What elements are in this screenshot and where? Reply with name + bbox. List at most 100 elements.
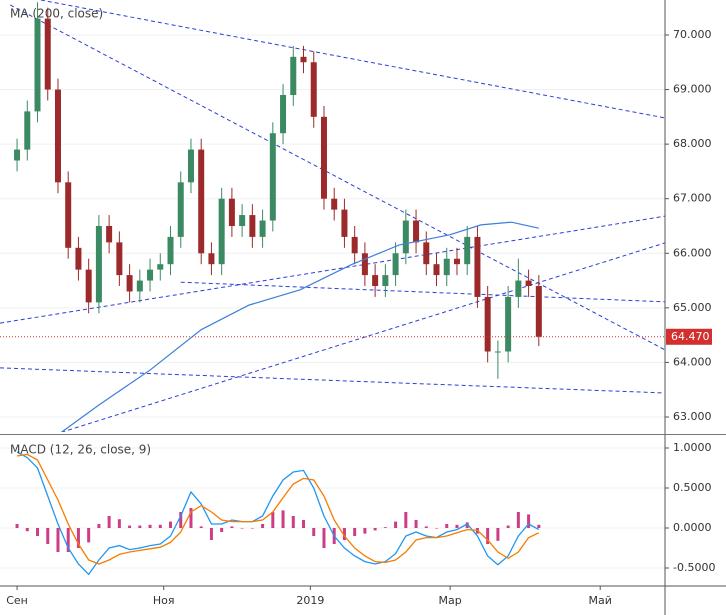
histogram-bar — [496, 528, 500, 541]
histogram-bar — [46, 528, 50, 544]
candle-body — [351, 236, 358, 254]
histogram-bar — [15, 524, 19, 528]
histogram-bar — [373, 528, 377, 531]
histogram-bar — [312, 528, 316, 536]
y-tick-label: -0.5000 — [673, 561, 715, 574]
candle-body — [157, 264, 164, 270]
histogram-bar — [220, 528, 224, 532]
histogram-bar — [117, 519, 121, 528]
candle-body — [525, 280, 532, 287]
histogram-bar — [486, 528, 490, 544]
candle-body — [505, 296, 512, 352]
histogram-bar — [353, 528, 357, 536]
candle-body — [535, 286, 542, 337]
histogram-bar — [66, 528, 70, 552]
histogram-bar — [128, 525, 132, 528]
candle-body — [464, 236, 471, 265]
histogram-bar — [342, 528, 346, 540]
candle-body — [515, 280, 522, 297]
candle-body — [310, 62, 317, 117]
y-tick-label: 65.000 — [673, 301, 712, 314]
y-tick-label: 66.000 — [673, 246, 712, 259]
y-tick-label: 63.000 — [673, 410, 712, 423]
price-pane — [0, 0, 665, 432]
x-tick-label: Сен — [6, 594, 28, 607]
candle-body — [85, 269, 92, 303]
candle-body — [167, 236, 174, 265]
histogram-bar — [424, 526, 428, 528]
histogram-bar — [148, 524, 152, 528]
candle-body — [147, 269, 154, 281]
histogram-bar — [363, 528, 367, 534]
x-tick-label: 2019 — [296, 594, 324, 607]
candle-body — [116, 242, 123, 276]
candle-body — [14, 149, 21, 161]
histogram-bar — [261, 524, 265, 528]
histogram-bar — [179, 512, 183, 528]
candle-body — [280, 95, 287, 134]
histogram-bar — [169, 521, 173, 528]
candle-body — [290, 56, 297, 96]
candle-body — [300, 56, 307, 63]
histogram-bar — [404, 512, 408, 528]
histogram-bar — [302, 520, 306, 528]
histogram-bar — [322, 528, 326, 548]
candle-body — [474, 236, 481, 297]
histogram-bar — [394, 521, 398, 528]
candle-body — [34, 18, 41, 112]
y-tick-label: 70.000 — [673, 28, 712, 41]
histogram-bar — [97, 524, 101, 528]
last-price-label: 64.470 — [671, 330, 710, 343]
candle-body — [443, 258, 450, 276]
x-tick-label: Май — [589, 594, 612, 607]
histogram-bar — [25, 528, 29, 532]
moving-average — [61, 221, 539, 432]
trend-line — [0, 215, 665, 324]
candle-body — [433, 264, 440, 276]
histogram-bar — [189, 508, 193, 528]
histogram-bar — [209, 528, 213, 540]
candle-body — [228, 198, 235, 226]
histogram-bar — [56, 528, 60, 552]
candle-body — [423, 242, 430, 265]
candle-body — [106, 225, 113, 243]
x-tick-label: Ноя — [153, 594, 175, 607]
histogram-bar — [240, 528, 244, 529]
candle-body — [198, 149, 205, 254]
candle-body — [136, 280, 143, 292]
y-tick-label: 67.000 — [673, 192, 712, 205]
histogram-bar — [107, 516, 111, 528]
candle-body — [484, 296, 491, 352]
macd-line — [16, 451, 540, 576]
histogram-bar — [414, 520, 418, 528]
candle-body — [453, 258, 460, 265]
y-tick-label: 68.000 — [673, 137, 712, 150]
candle-body — [75, 247, 82, 270]
y-tick-label: 69.000 — [673, 83, 712, 96]
histogram-bar — [445, 524, 449, 528]
candle-body — [269, 133, 276, 221]
macd-pane — [0, 447, 665, 576]
histogram-bar — [506, 525, 510, 528]
candle-body — [187, 149, 194, 183]
candle-body — [249, 215, 256, 237]
trend-line — [61, 242, 665, 432]
y-tick-label: 0.5000 — [673, 481, 712, 494]
candle-body — [361, 253, 368, 276]
candle-body — [44, 18, 51, 90]
histogram-bar — [250, 528, 254, 529]
histogram-bar — [271, 512, 275, 528]
candle-body — [494, 351, 501, 353]
candle-body — [402, 220, 409, 254]
last-price-box — [666, 328, 712, 345]
y-tick-label: 0.0000 — [673, 521, 712, 534]
histogram-bar — [435, 528, 439, 529]
candle-body — [208, 253, 215, 265]
indicator-label: MACD (12, 26, close, 9) — [10, 443, 151, 457]
candle-body — [372, 275, 379, 287]
y-tick-label: 1.0000 — [673, 441, 712, 454]
candle-body — [341, 209, 348, 237]
histogram-bar — [291, 516, 295, 528]
